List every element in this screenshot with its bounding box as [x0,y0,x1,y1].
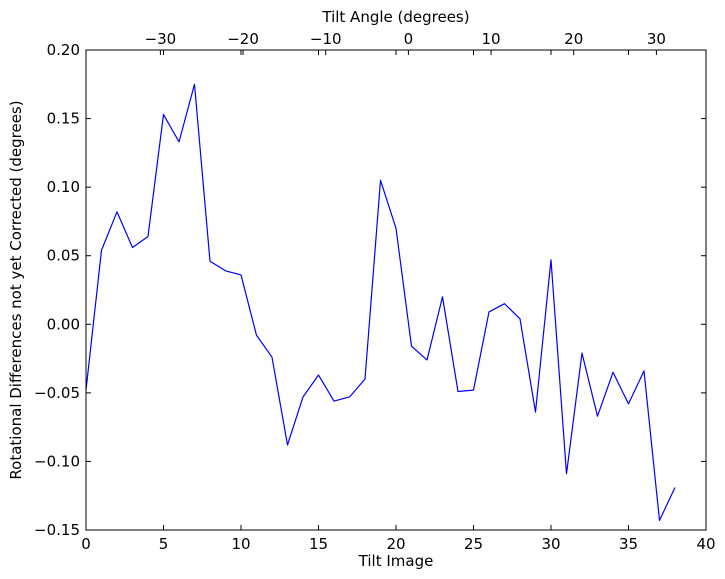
top-tick-label: −10 [310,30,342,48]
x-tick-label: 20 [386,535,405,553]
series-layer [85,83,676,522]
x-tick-label: 5 [159,535,169,553]
x-tick-label: 15 [309,535,328,553]
x-tick-label: 40 [696,535,715,553]
y-tick-label: 0.10 [47,178,80,196]
y-tick-label: −0.15 [34,521,80,539]
top-axis-label: Tilt Angle (degrees) [321,8,469,26]
x-tick-label: 35 [619,535,638,553]
top-tick-label: −30 [145,30,177,48]
y-tick-label: 0.05 [47,247,80,265]
top-tick-label: −20 [227,30,259,48]
x-tick-label: 10 [231,535,250,553]
x-axis-label: Tilt Image [358,552,434,570]
y-tick-label: 0.20 [47,41,80,59]
ticks-layer: 0 5 10 15 20 25 30 35 40 −0.15 −0.10 −0.05 0.00 0.05 0… [34,30,716,553]
x-tick-label: 25 [464,535,483,553]
series-line [85,83,676,522]
x-tick-label: 0 [81,535,91,553]
top-tick-label: 10 [482,30,501,48]
top-tick-label: 20 [564,30,583,48]
top-tick-label: 30 [647,30,666,48]
y-tick-label: −0.05 [34,384,80,402]
top-tick-label: 0 [404,30,414,48]
y-axis-label: Rotational Differences not yet Corrected… [7,100,25,479]
x-tick-label: 30 [541,535,560,553]
y-tick-label: 0.15 [47,110,80,128]
y-tick-label: 0.00 [47,315,80,333]
plot-frame [85,49,707,531]
y-tick-label: −0.10 [34,452,80,470]
